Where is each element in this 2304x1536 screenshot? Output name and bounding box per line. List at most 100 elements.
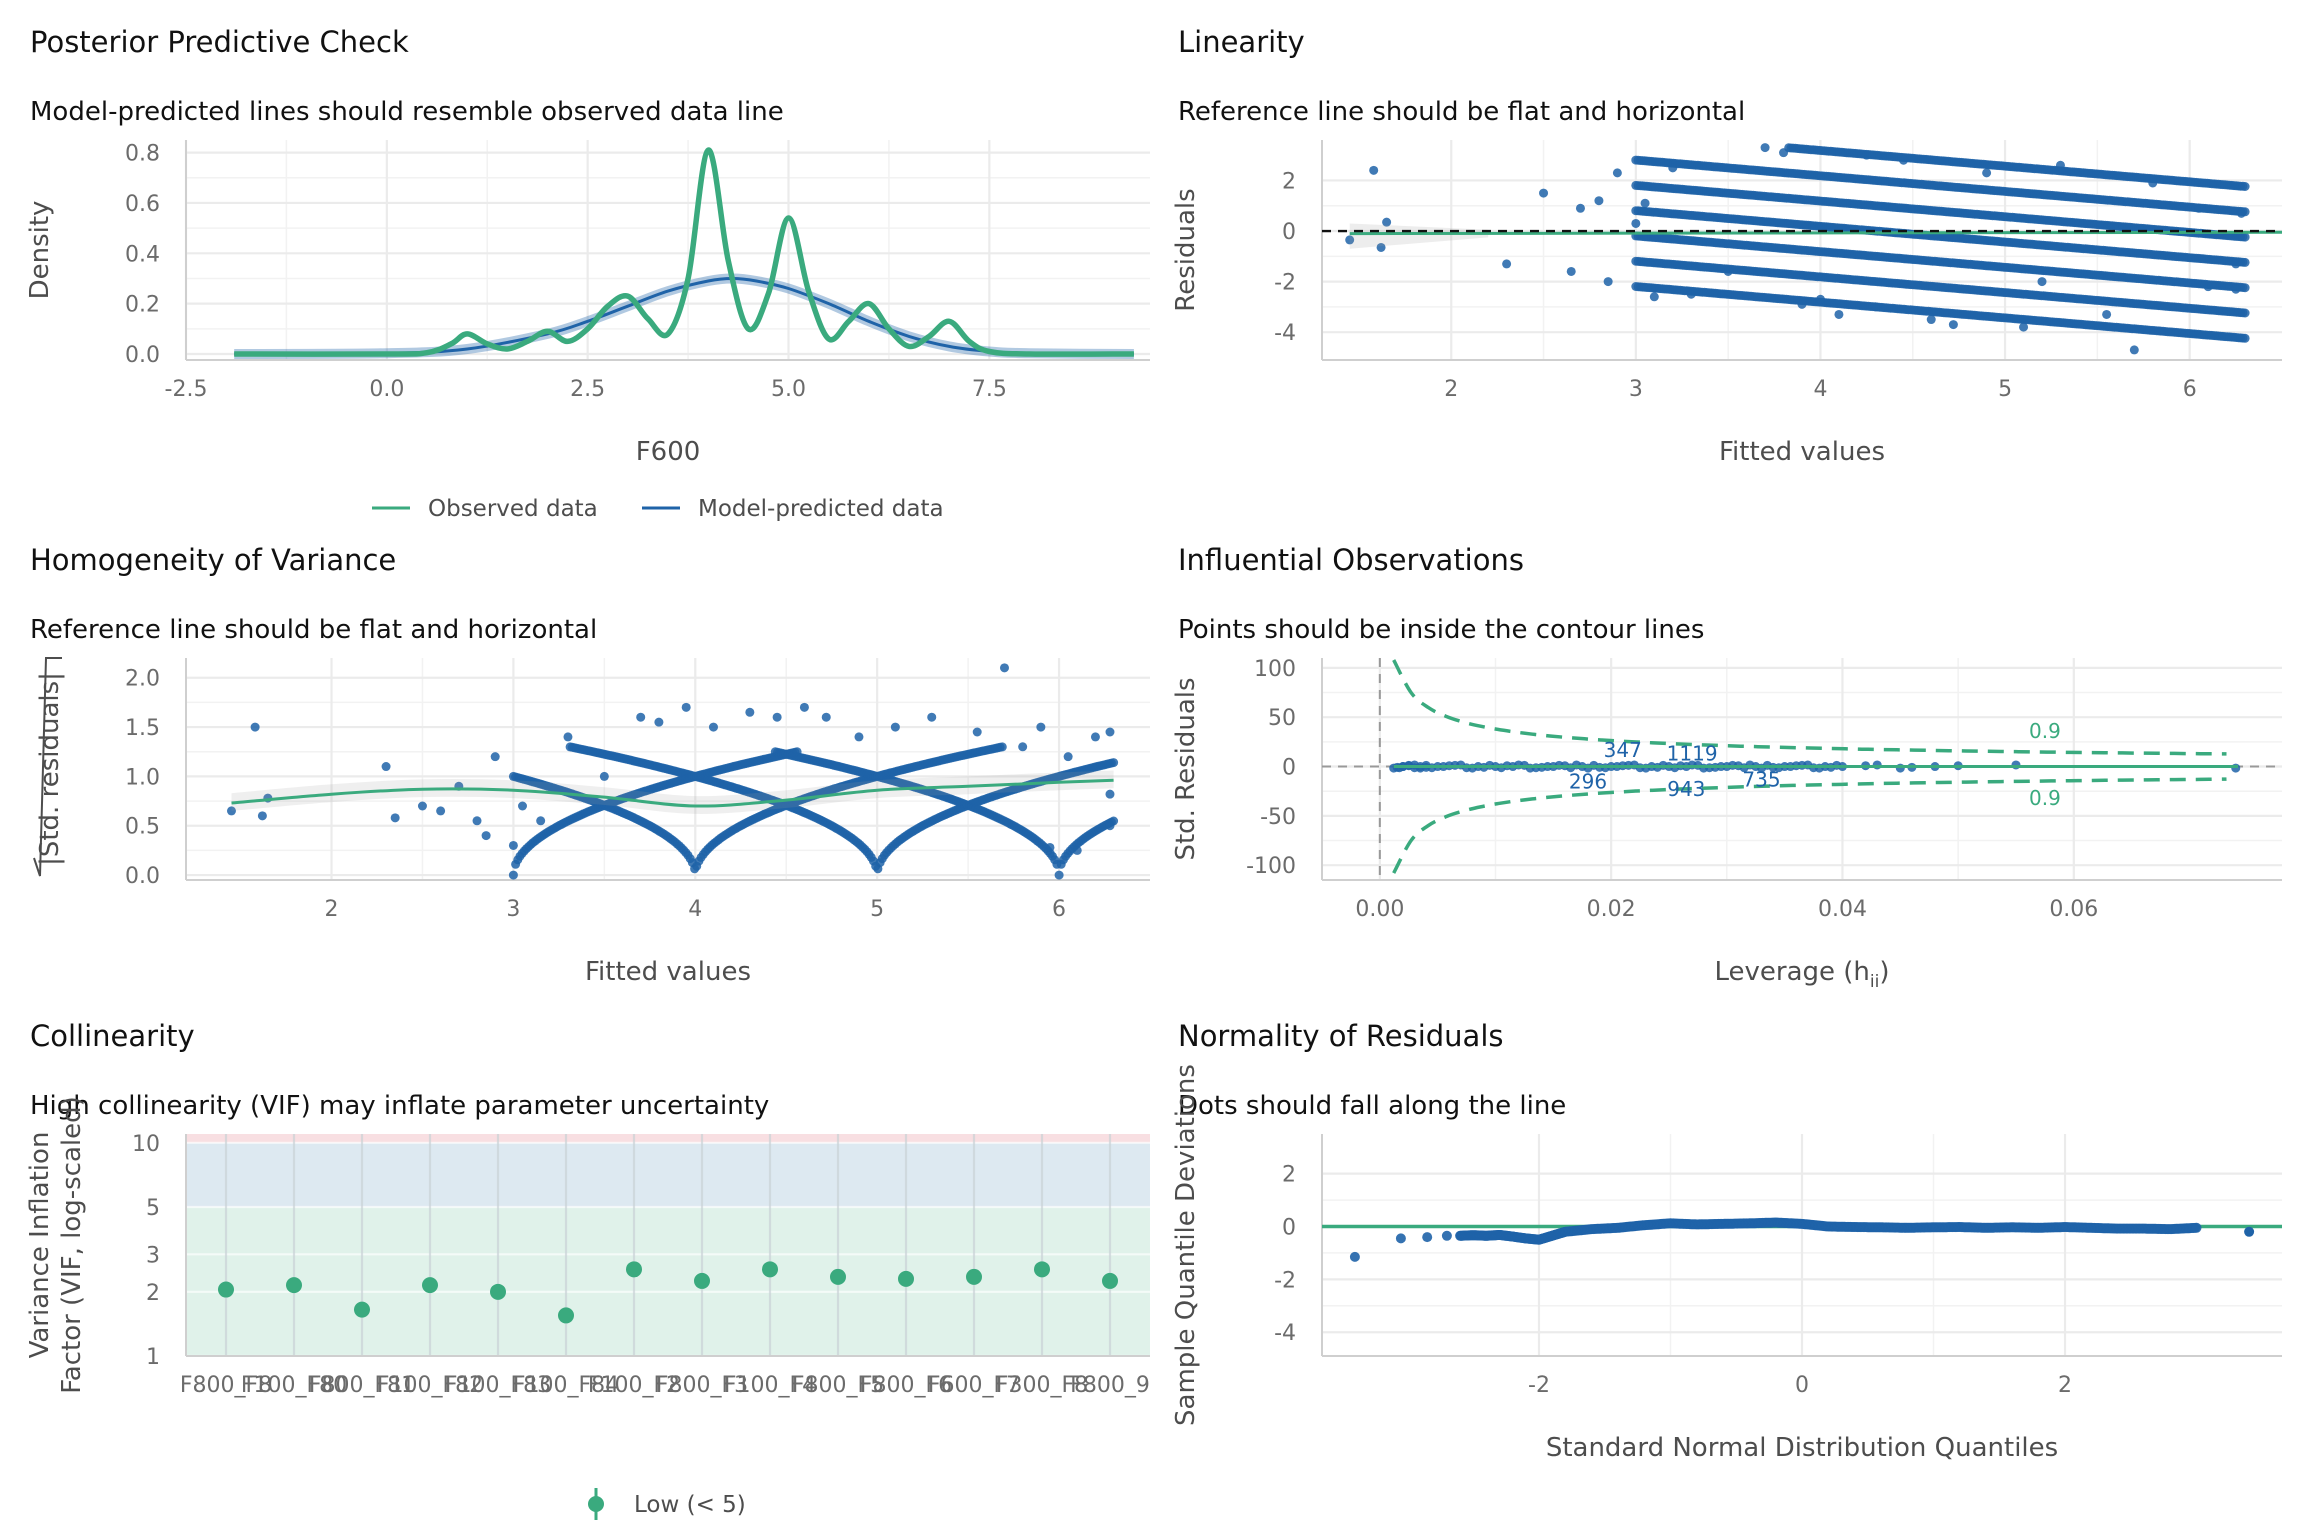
residual-point xyxy=(2203,282,2213,292)
residual-point xyxy=(1105,821,1115,831)
x-tick-label: F800_F5 xyxy=(792,1373,884,1398)
vif-point xyxy=(422,1277,438,1294)
panel-title: Collinearity xyxy=(30,1019,195,1053)
residual-point xyxy=(2231,259,2241,269)
residual-point xyxy=(2231,284,2241,294)
residual-point xyxy=(1105,789,1115,799)
vif-point xyxy=(558,1307,574,1324)
residual-point xyxy=(563,732,573,742)
panel-title: Influential Observations xyxy=(1178,543,1524,577)
residual-point xyxy=(2037,277,2047,287)
qq-point xyxy=(1349,1251,1360,1262)
x-tick-label: F800_F3 xyxy=(656,1373,748,1398)
smooth-ci-band xyxy=(1349,223,1489,249)
y-tick-label: -4 xyxy=(1274,1321,1296,1346)
residual-point xyxy=(1723,266,1733,276)
residual-point xyxy=(972,727,982,737)
vif-points xyxy=(218,1261,1118,1324)
x-tick-label: F800_F8 xyxy=(180,1373,272,1398)
residual-points xyxy=(226,663,1119,880)
residual-point xyxy=(1612,168,1622,178)
smooth-line xyxy=(1349,230,2283,236)
x-tick-label: 5.0 xyxy=(771,377,806,402)
vif-point xyxy=(898,1270,914,1287)
point-label: 735 xyxy=(1742,767,1780,791)
legend-label-observed: Observed data xyxy=(428,496,598,522)
x-tick-label: F100_F84 xyxy=(513,1373,619,1398)
x-tick-label: -2 xyxy=(1528,1373,1550,1398)
panel-influential: Influential Observations Points should be… xyxy=(1171,543,2282,992)
residual-point xyxy=(1045,842,1055,852)
residual-point xyxy=(1054,870,1064,880)
y-tick-label: 10 xyxy=(132,1132,160,1157)
y-tick-label: -100 xyxy=(1246,854,1296,879)
y-axis-label: Residuals xyxy=(1171,188,1201,311)
residual-point xyxy=(927,712,937,722)
zone-low xyxy=(186,1206,1150,1356)
y-tick-label: 2 xyxy=(1282,169,1296,194)
residual-point xyxy=(1063,752,1073,762)
residual-point xyxy=(2240,333,2250,343)
residual-point xyxy=(654,717,664,727)
residual-point xyxy=(490,752,500,762)
residual-point xyxy=(1072,845,1082,855)
vif-point xyxy=(1102,1272,1118,1289)
residual-point xyxy=(436,806,446,816)
y-tick-label: 1.5 xyxy=(125,716,160,741)
residual-point xyxy=(1668,163,1678,173)
residual-point xyxy=(1090,732,1100,742)
panel-title: Homogeneity of Variance xyxy=(30,543,396,577)
x-tick-label: F100_F4 xyxy=(724,1373,816,1398)
qq-point xyxy=(2244,1226,2255,1237)
contour-label-upper: 0.9 xyxy=(2029,719,2061,743)
observation-point xyxy=(2011,760,2021,770)
qq-point xyxy=(2191,1222,2202,1233)
vif-point xyxy=(626,1261,642,1278)
cook-contour-upper xyxy=(1392,659,2227,756)
residual-point xyxy=(1982,168,1992,178)
y-axis-label: |Std. residuals| xyxy=(35,672,65,866)
residual-point xyxy=(1382,217,1392,227)
residual-point xyxy=(821,712,831,722)
panel-title: Posterior Predictive Check xyxy=(30,25,409,59)
residual-point xyxy=(1566,266,1576,276)
vif-zones xyxy=(186,1134,1150,1356)
point-label: 347 xyxy=(1604,738,1642,762)
residual-point xyxy=(1369,165,1379,175)
y-axis-label: Std. Residuals xyxy=(1171,677,1201,860)
residual-point xyxy=(508,840,518,850)
vif-point xyxy=(694,1272,710,1289)
residual-point xyxy=(1539,188,1549,198)
panel-subtitle: Reference line should be flat and horizo… xyxy=(30,615,597,645)
y-axis-label-line1: Variance Inflation xyxy=(25,1132,55,1359)
x-tick-label: 2 xyxy=(325,897,339,922)
contour-label-lower: 0.9 xyxy=(2029,786,2061,810)
x-tick-label: 6 xyxy=(2183,377,2197,402)
residual-point xyxy=(536,816,546,826)
residual-point xyxy=(2240,283,2250,293)
residual-point xyxy=(745,707,755,717)
y-tick-label: 1 xyxy=(146,1345,160,1370)
y-tick-label: 0.5 xyxy=(125,815,160,840)
residual-point xyxy=(636,712,646,722)
qq-points xyxy=(1349,1217,2255,1262)
legend-label-predicted: Model-predicted data xyxy=(698,496,944,522)
grid xyxy=(184,140,1150,360)
residual-point xyxy=(1649,292,1659,302)
x-tick-label: 3 xyxy=(506,897,520,922)
panel-subtitle: High collinearity (VIF) may inflate para… xyxy=(30,1091,769,1121)
x-tick-label: 7.5 xyxy=(972,377,1007,402)
x-tick-label: F800_F6 xyxy=(860,1373,952,1398)
sqrt-symbol xyxy=(33,657,62,877)
point-label: 1119 xyxy=(1667,742,1718,766)
panel-subtitle: Model-predicted lines should resemble ob… xyxy=(30,97,784,127)
x-tick-label: F800_F81 xyxy=(309,1373,415,1398)
residual-point xyxy=(2194,203,2204,213)
y-tick-label: 0.0 xyxy=(125,864,160,889)
residual-point xyxy=(472,816,482,826)
y-tick-label: 50 xyxy=(1268,706,1296,731)
residual-point xyxy=(257,811,267,821)
x-axis-label: Standard Normal Distribution Quantiles xyxy=(1546,1433,2058,1463)
vif-point xyxy=(286,1277,302,1294)
panel-subtitle: Dots should fall along the line xyxy=(1178,1091,1566,1121)
